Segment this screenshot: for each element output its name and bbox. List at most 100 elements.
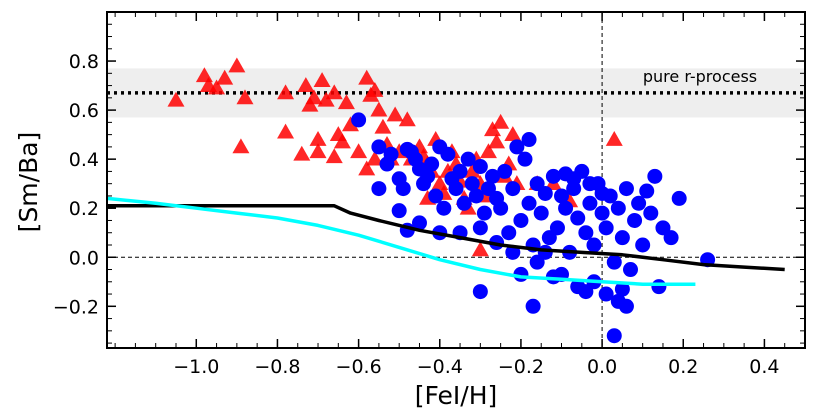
- circle-point: [395, 181, 411, 197]
- triangle-point: [350, 143, 368, 159]
- circle-point: [485, 168, 501, 184]
- y-tick-label: 0.6: [69, 100, 99, 122]
- black-model-line: [107, 204, 785, 272]
- triangle-point: [309, 143, 327, 159]
- circle-point: [554, 188, 570, 204]
- x-tick-label: 0.0: [587, 356, 617, 378]
- circle-point: [623, 262, 638, 278]
- circle-point: [521, 195, 537, 211]
- circle-point: [627, 212, 643, 228]
- triangle-point: [305, 89, 323, 105]
- y-tick-label: 0.2: [69, 198, 99, 220]
- circle-point: [594, 205, 610, 221]
- circle-point: [651, 279, 667, 295]
- plot-layer: [107, 12, 805, 348]
- circle-point: [472, 220, 488, 236]
- circle-point: [371, 139, 387, 155]
- triangle-point: [208, 79, 226, 95]
- triangle-point: [479, 143, 497, 159]
- circle-point: [586, 237, 602, 253]
- y-axis-label: [Sm/Ba]: [14, 132, 43, 233]
- circle-point: [598, 220, 614, 236]
- circle-point: [558, 200, 574, 216]
- triangle-point: [398, 111, 416, 127]
- circle-point: [631, 195, 647, 211]
- x-tick-label: −0.8: [254, 356, 300, 378]
- circle-point: [452, 163, 468, 179]
- circle-point: [472, 284, 488, 300]
- circle-point: [635, 237, 651, 253]
- circle-point: [618, 181, 634, 197]
- y-tick-label: 0.4: [69, 149, 99, 171]
- triangle-point: [325, 84, 343, 100]
- circle-point: [618, 298, 634, 314]
- circle-point: [610, 200, 626, 216]
- circle-point: [647, 168, 663, 184]
- triangle-point: [341, 116, 359, 132]
- triangle-point: [228, 57, 246, 73]
- triangle-point: [374, 118, 392, 134]
- x-tick-label: 0.2: [668, 356, 698, 378]
- circle-point: [614, 230, 630, 246]
- circle-point: [606, 254, 622, 270]
- triangle-point: [325, 148, 343, 164]
- triangle-point: [232, 138, 250, 154]
- circle-point: [505, 181, 521, 197]
- triangle-point: [504, 126, 522, 142]
- plot-area: [107, 12, 805, 348]
- triangle-point: [463, 162, 481, 178]
- triangle-point: [605, 131, 623, 146]
- circle-point: [472, 159, 488, 175]
- triangle-point: [366, 150, 384, 166]
- circle-point: [351, 112, 367, 128]
- circle-point: [671, 190, 687, 206]
- circle-point: [578, 225, 594, 241]
- circle-point: [424, 156, 440, 172]
- circle-point: [545, 168, 561, 184]
- x-tick-label: −0.4: [417, 356, 463, 378]
- circle-point: [582, 195, 598, 211]
- x-tick-label: −1.0: [173, 356, 219, 378]
- y-tick-label: 0.8: [69, 51, 99, 73]
- circle-point: [614, 281, 630, 297]
- triangle-point: [309, 131, 327, 146]
- x-axis-label: [FeI/H]: [415, 381, 498, 410]
- circle-point: [411, 215, 427, 231]
- circle-point: [497, 163, 513, 179]
- circle-point: [639, 183, 655, 199]
- triangle-point: [471, 241, 489, 257]
- x-tick-label: −0.2: [498, 356, 544, 378]
- circle-point: [582, 176, 598, 192]
- triangle-point: [277, 123, 295, 139]
- triangle-point: [313, 72, 331, 88]
- triangle-point: [366, 81, 384, 97]
- circle-point: [598, 286, 614, 302]
- circle-point: [460, 151, 476, 167]
- triangle-point: [297, 77, 315, 92]
- circle-point: [493, 200, 509, 216]
- circle-point: [537, 244, 553, 260]
- circle-point: [468, 188, 484, 204]
- circle-point: [549, 220, 565, 236]
- circle-point: [436, 200, 452, 216]
- triangle-point: [167, 91, 185, 107]
- triangle-point: [358, 160, 376, 176]
- circle-point: [509, 139, 525, 155]
- pure-r-process-label: pure r-process: [643, 67, 757, 86]
- circle-point: [663, 230, 679, 246]
- x-tick-label: −0.6: [336, 356, 382, 378]
- cyan-model-line: [107, 196, 696, 286]
- triangle-point: [293, 145, 311, 161]
- circle-point: [391, 203, 407, 219]
- triangle-point: [216, 69, 234, 85]
- circle-point: [448, 181, 464, 197]
- triangle-point: [492, 113, 510, 129]
- triangle-point: [277, 84, 295, 100]
- circle-point: [476, 205, 492, 221]
- triangle-point: [333, 133, 351, 149]
- triangle-point: [370, 101, 388, 117]
- circle-point: [533, 205, 549, 221]
- circle-point: [606, 328, 622, 344]
- plot-frame: [106, 11, 806, 349]
